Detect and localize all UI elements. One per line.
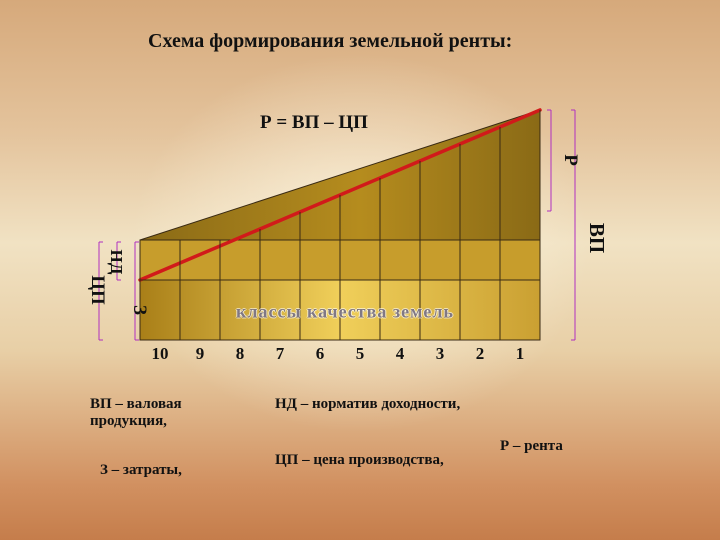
- quality-classes-overlay: классы качества земель: [236, 302, 454, 323]
- x-axis-label: 10: [152, 344, 169, 364]
- label-r: Р: [559, 154, 581, 166]
- legend-item: ЦП – цена производства,: [275, 452, 475, 469]
- x-axis-label: 7: [276, 344, 285, 364]
- legend-item: Р – рента: [500, 438, 660, 455]
- x-axis-label: 1: [516, 344, 525, 364]
- legend-item: З – затраты,: [100, 462, 300, 479]
- x-axis-label: 2: [476, 344, 485, 364]
- label-cp: ЦП: [86, 275, 108, 305]
- x-axis-label: 8: [236, 344, 245, 364]
- label-vp: ВП: [584, 223, 609, 253]
- legend-item: ВП – валовая продукция,: [90, 396, 260, 430]
- label-nd: НД: [106, 250, 126, 275]
- x-axis-label: 5: [356, 344, 365, 364]
- x-axis-label: 6: [316, 344, 325, 364]
- x-axis-label: 4: [396, 344, 405, 364]
- label-z: З: [128, 305, 150, 315]
- x-axis-label: 9: [196, 344, 205, 364]
- legend-item: НД – норматив доходности,: [275, 396, 465, 413]
- x-axis-label: 3: [436, 344, 445, 364]
